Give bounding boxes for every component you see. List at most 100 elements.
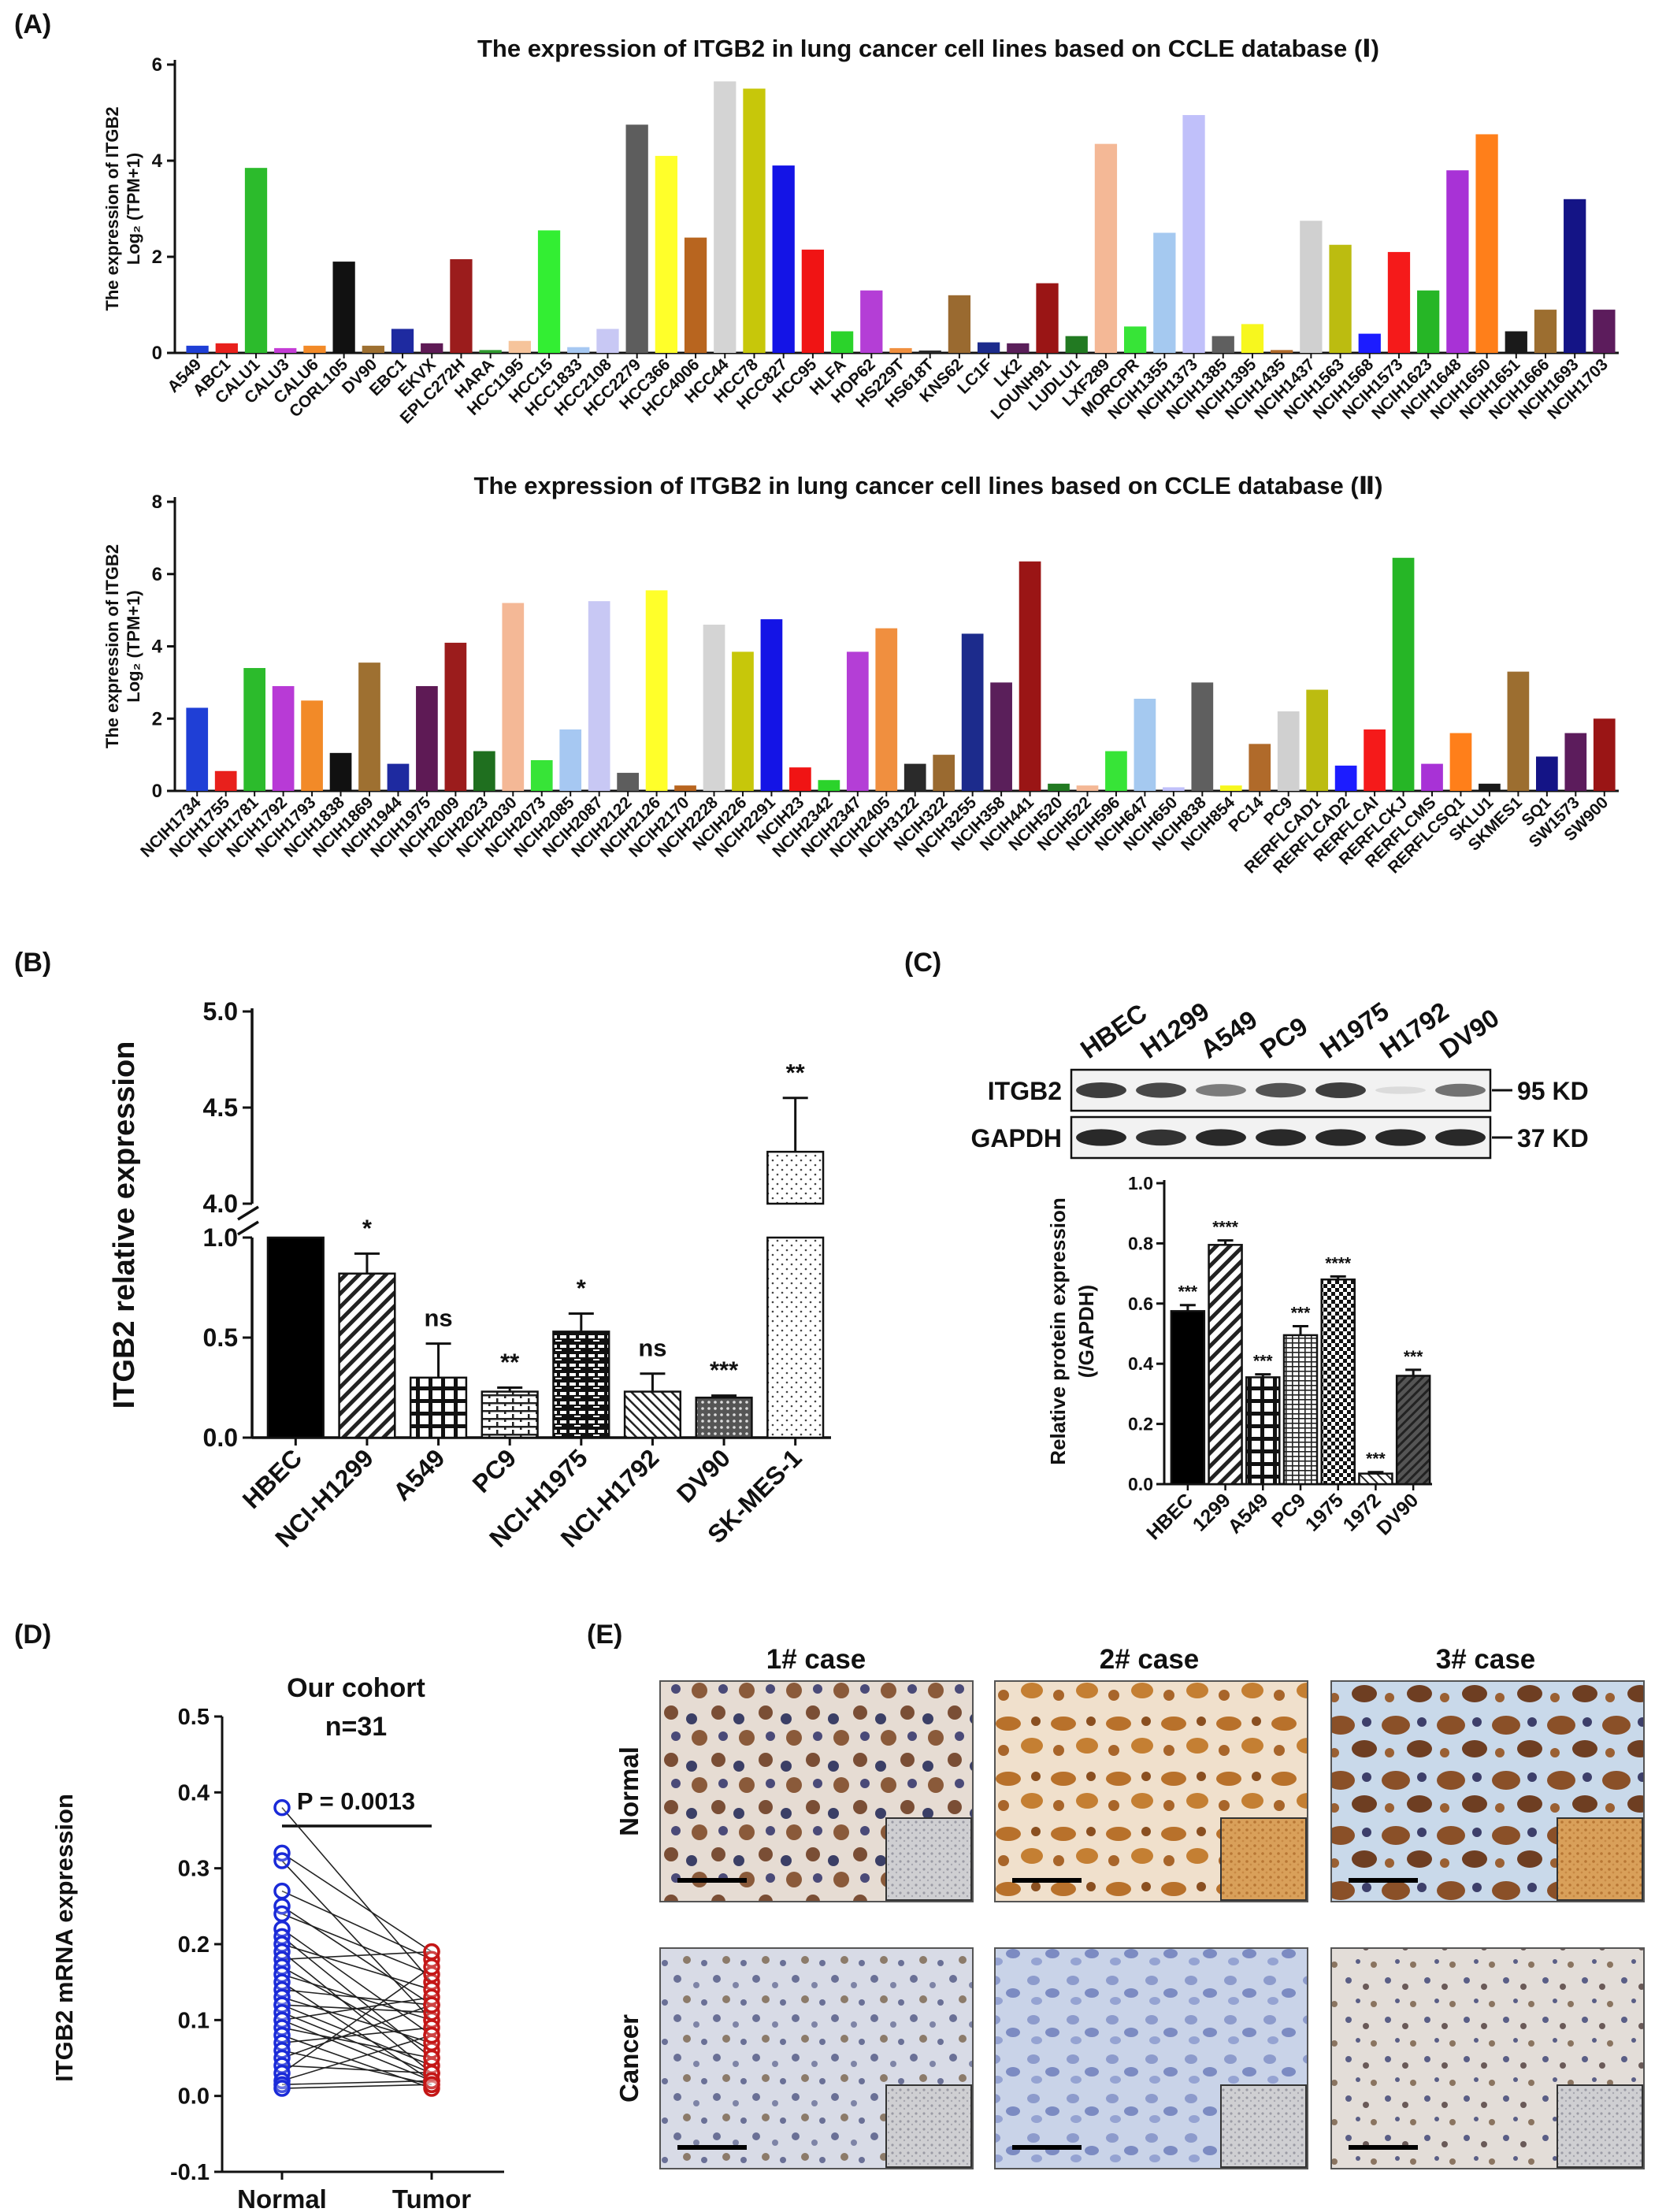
bar — [567, 347, 590, 353]
p-value-annotation: P = 0.0013 — [297, 1787, 415, 1815]
x-tick-label: 1975 — [1301, 1489, 1348, 1535]
y-tick-label: 1.0 — [1128, 1173, 1153, 1193]
x-tick-label: DV90 — [671, 1443, 736, 1508]
case-column-label: 2# case — [1100, 1644, 1200, 1675]
bar — [860, 290, 883, 353]
bar — [1505, 331, 1527, 353]
tissue-row-label: Normal — [614, 1746, 644, 1836]
bar — [186, 707, 209, 791]
pair-line — [281, 1989, 432, 2006]
bar — [552, 1331, 610, 1439]
bar — [1449, 733, 1472, 791]
bar — [1395, 1375, 1431, 1486]
chart-A2: The expression of ITGB2 in lung cancer c… — [102, 472, 1619, 877]
bar — [703, 624, 725, 791]
bar — [416, 685, 438, 791]
ihc-inset-image — [1557, 1817, 1643, 1901]
scale-bar — [677, 1878, 747, 1883]
protein-band — [1435, 1129, 1486, 1146]
bar — [1170, 1310, 1206, 1486]
bar — [391, 328, 414, 353]
bar — [1241, 324, 1264, 353]
bar — [508, 340, 531, 353]
bar — [766, 1236, 825, 1439]
protein-band — [1375, 1086, 1426, 1094]
bar — [186, 345, 209, 353]
bar — [1479, 783, 1501, 791]
protein-band — [1435, 1083, 1486, 1097]
chart-title: The expression of ITGB2 in lung cancer c… — [477, 35, 1379, 62]
bar — [1358, 1472, 1393, 1486]
normal-point — [273, 1852, 291, 1869]
bar — [473, 751, 495, 791]
panel-label-a: (A) — [14, 9, 51, 39]
x-tick-label: DV90 — [1372, 1489, 1423, 1539]
pair-line — [281, 2034, 432, 2082]
bar — [530, 760, 553, 791]
bar — [772, 165, 795, 353]
bar — [537, 230, 561, 353]
bar — [362, 345, 384, 353]
bar — [961, 633, 984, 791]
y-axis-label-units: (/GAPDH) — [1074, 1285, 1098, 1378]
bar — [714, 81, 737, 353]
tumor-point — [423, 1943, 440, 1961]
bar — [358, 662, 380, 791]
protein-band — [1196, 1084, 1246, 1097]
protein-band — [1315, 1082, 1366, 1098]
bar — [846, 651, 869, 791]
bar — [559, 729, 582, 791]
significance-label: ** — [500, 1349, 520, 1376]
protein-band — [1315, 1129, 1366, 1146]
pair-line — [281, 2080, 432, 2086]
bar — [625, 124, 648, 353]
bar — [1535, 756, 1558, 791]
bar — [1163, 787, 1185, 791]
size-marker-label: 37 KD — [1517, 1124, 1589, 1152]
bar — [623, 1390, 682, 1439]
bar — [274, 347, 297, 353]
significance-label: *** — [1291, 1304, 1311, 1322]
y-tick-label: 2 — [152, 708, 162, 729]
bar — [1208, 1244, 1243, 1486]
bar — [1334, 765, 1357, 791]
y-tick-label: 6 — [152, 564, 162, 585]
bar — [1364, 729, 1386, 791]
significance-label: *** — [710, 1357, 739, 1384]
bar — [1387, 251, 1411, 353]
pair-line — [281, 2084, 432, 2089]
bar — [789, 767, 811, 791]
bar — [1123, 326, 1147, 353]
bar — [1417, 290, 1440, 353]
protein-band — [1375, 1129, 1426, 1146]
y-tick-label: 0.2 — [1128, 1414, 1153, 1434]
significance-label: * — [577, 1275, 587, 1302]
bar — [743, 88, 766, 353]
y-tick-label: -0.1 — [170, 2160, 210, 2185]
chart-title: Our cohort — [287, 1673, 425, 1703]
bar — [977, 342, 1000, 353]
scale-bar — [1012, 2145, 1082, 2150]
ihc-inset-image — [1557, 2084, 1643, 2168]
protein-band — [1076, 1129, 1126, 1146]
bar-upper-segment — [766, 1150, 825, 1205]
lane-label: H1792 — [1375, 997, 1454, 1064]
bar — [617, 773, 639, 791]
bar — [387, 763, 410, 791]
normal-point — [273, 1798, 291, 1817]
y-axis-label: ITGB2 mRNA expression — [50, 1794, 78, 2082]
bar — [244, 168, 268, 353]
bar — [1211, 336, 1234, 353]
bar — [645, 590, 668, 791]
protein-band — [1136, 1082, 1186, 1098]
significance-label: *** — [1253, 1353, 1273, 1371]
bar — [1048, 783, 1070, 791]
bar — [674, 785, 696, 791]
pair-line — [281, 2019, 432, 2082]
chart-title: The expression of ITGB2 in lung cancer c… — [474, 472, 1383, 499]
ihc-inset-image — [885, 2084, 972, 2168]
protein-band — [1196, 1129, 1246, 1146]
bar — [655, 155, 678, 353]
bar — [948, 295, 971, 353]
significance-label: * — [362, 1214, 373, 1241]
